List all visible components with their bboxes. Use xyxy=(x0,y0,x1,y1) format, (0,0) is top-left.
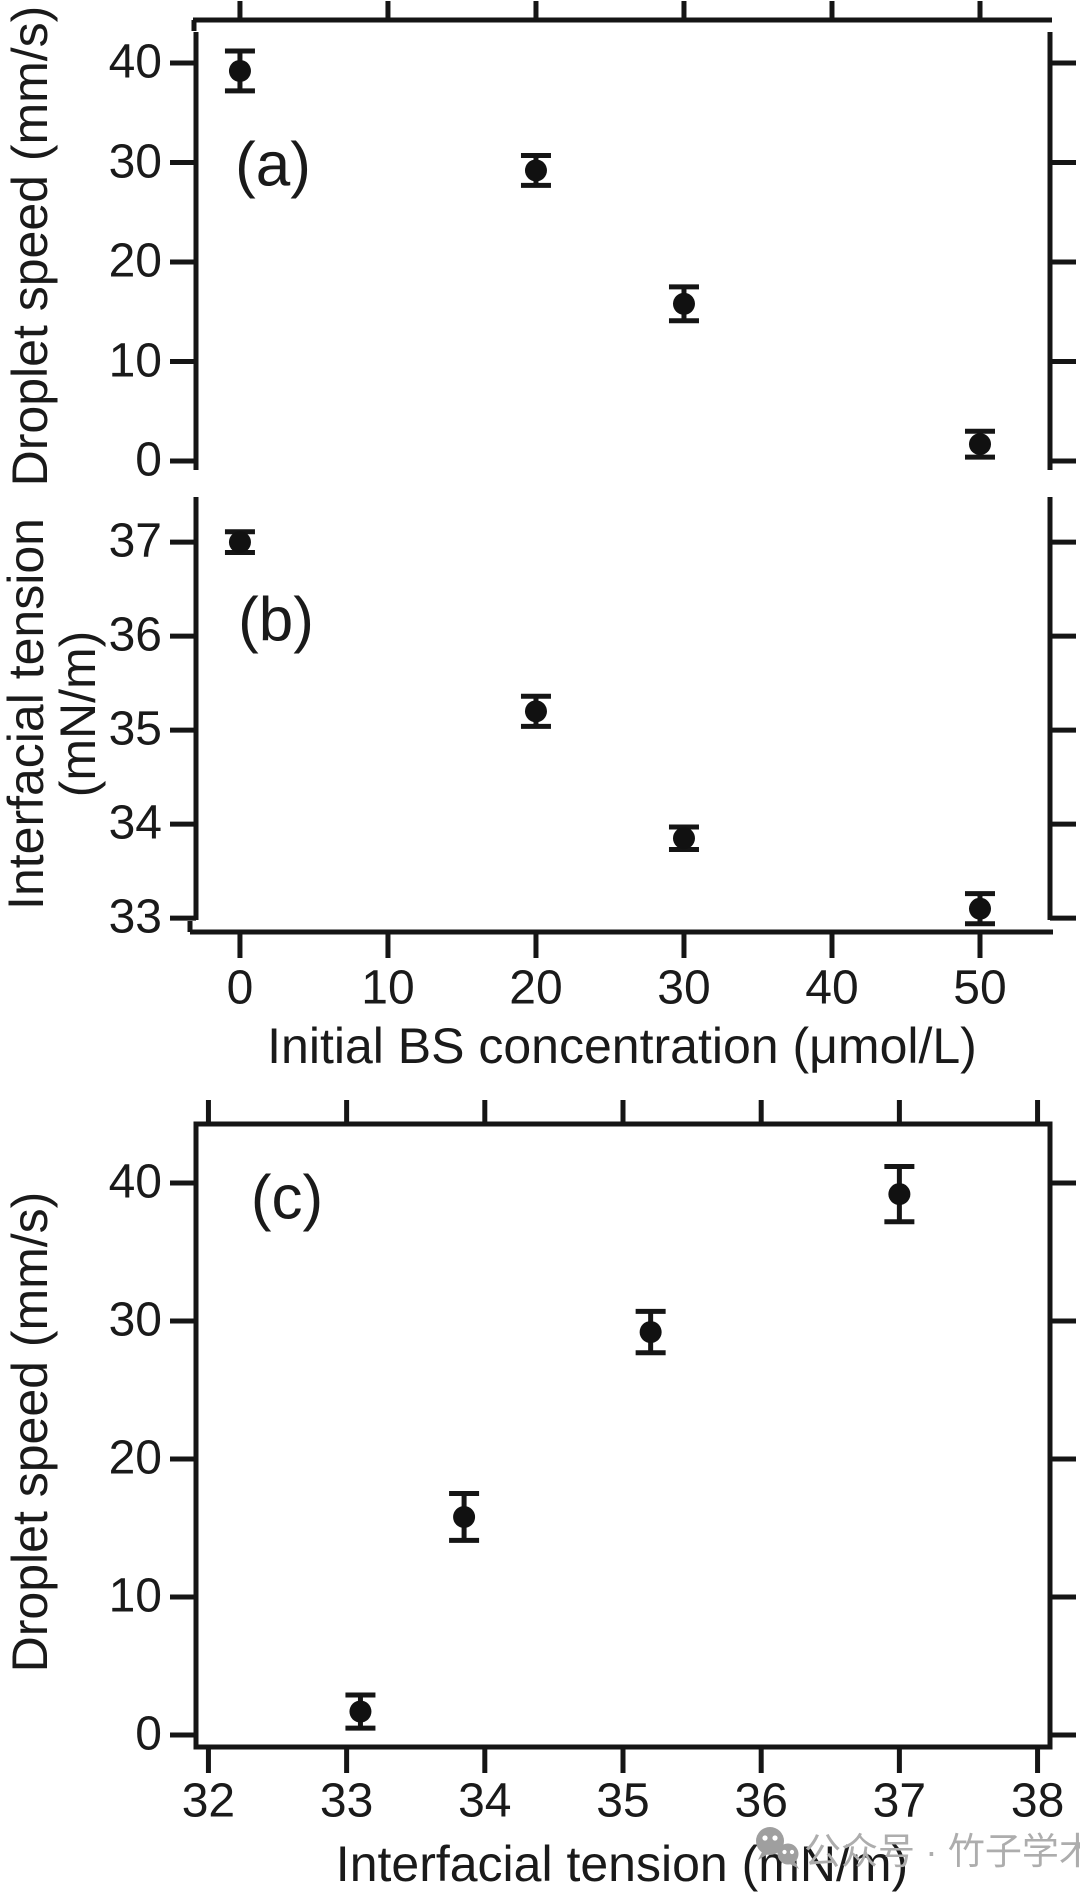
x-tick-label: 34 xyxy=(458,1774,512,1828)
y-tick-label: 40 xyxy=(108,35,162,89)
y-tick-label: 36 xyxy=(108,608,162,662)
x-tick-label: 35 xyxy=(596,1774,650,1828)
x-tick-label: 50 xyxy=(953,961,1007,1015)
panel-b-label: (b) xyxy=(238,585,314,655)
x-tick-label: 32 xyxy=(181,1774,236,1828)
plot-frame xyxy=(193,1121,1053,1750)
y-tick-label: 35 xyxy=(108,702,162,756)
y-tick-label: 37 xyxy=(108,514,162,568)
data-point-marker xyxy=(453,1505,476,1528)
y-tick-label: 30 xyxy=(108,134,162,188)
data-point-marker xyxy=(524,700,547,723)
watermark-text: 公众号 · 竹子学术 xyxy=(804,1831,1080,1872)
x-tick-label: 37 xyxy=(872,1774,927,1828)
panel-b-y-axis-title-line1: Interfacial tension xyxy=(0,518,54,910)
x-tick-label: 30 xyxy=(657,961,711,1015)
panel-a-label: (a) xyxy=(235,130,311,200)
data-point-marker xyxy=(228,59,251,82)
x-tick-label: 40 xyxy=(805,961,859,1015)
y-tick-label: 34 xyxy=(108,796,162,850)
data-point-marker xyxy=(524,159,547,182)
y-tick-label: 40 xyxy=(108,1155,162,1209)
x-tick-label: 20 xyxy=(509,961,563,1015)
x-tick-label: 0 xyxy=(226,961,254,1015)
data-point-marker xyxy=(968,897,991,920)
panel-c-x-axis-title: Interfacial tension (mN/m) xyxy=(335,1836,909,1892)
panel-a-y-axis-title: Droplet speed (mm/s) xyxy=(2,5,58,487)
data-point-marker xyxy=(349,1700,372,1723)
x-tick-label: 38 xyxy=(1010,1774,1065,1828)
y-tick-label: 10 xyxy=(108,1569,162,1623)
data-point-marker xyxy=(639,1321,662,1344)
x-tick-label: 10 xyxy=(361,961,415,1015)
data-point-marker xyxy=(672,292,695,315)
panel-c-label: (c) xyxy=(250,1163,324,1233)
data-point-marker xyxy=(672,827,695,850)
wechat-bubbles-icon xyxy=(756,1827,799,1869)
y-tick-label: 33 xyxy=(108,890,162,944)
y-tick-label: 0 xyxy=(135,433,162,487)
data-point-marker xyxy=(968,433,991,456)
y-tick-label: 20 xyxy=(108,234,162,288)
y-tick-label: 0 xyxy=(135,1707,162,1761)
x-tick-label: 36 xyxy=(734,1774,788,1828)
data-point-marker xyxy=(888,1183,911,1206)
data-point-marker xyxy=(228,531,251,554)
panel-c-y-axis-title: Droplet speed (mm/s) xyxy=(2,1191,58,1673)
y-tick-label: 10 xyxy=(108,333,162,387)
shared-x-axis-title: Initial BS concentration (μmol/L) xyxy=(267,1018,977,1074)
y-tick-label: 30 xyxy=(108,1293,162,1347)
panel-b-y-axis-title-line2: (mN/m) xyxy=(50,630,106,798)
y-tick-label: 20 xyxy=(108,1431,162,1485)
x-tick-label: 33 xyxy=(319,1774,374,1828)
